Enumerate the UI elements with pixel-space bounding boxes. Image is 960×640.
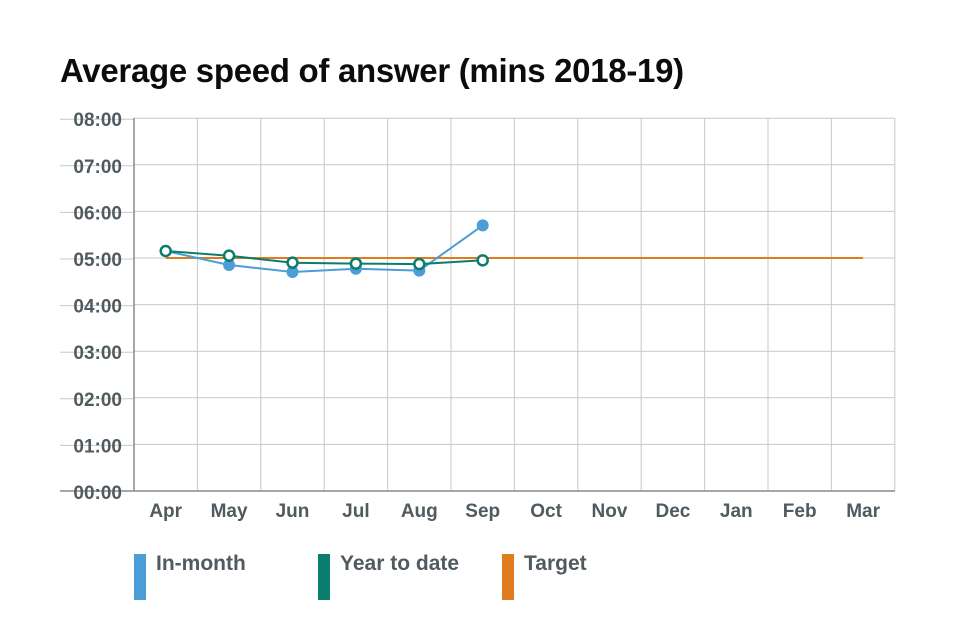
data-point [159, 244, 172, 258]
x-tick-label: Nov [592, 501, 628, 522]
data-point [222, 249, 236, 262]
y-axis-tick-labels: 00:00 01:00 02:00 03:00 04:00 05:00 06:00 07:00… [73, 110, 122, 504]
data-point [413, 257, 426, 271]
y-tick-label: 04:00 [73, 297, 122, 318]
x-tick-label: Mar [846, 501, 880, 522]
series-year-to-date [159, 244, 489, 271]
x-tick-label: May [211, 501, 248, 522]
x-tick-label: Apr [149, 501, 182, 522]
legend-label: Target [524, 552, 587, 575]
data-point [286, 256, 299, 269]
x-tick-label: Aug [401, 501, 438, 522]
y-tick-label: 00:00 [73, 483, 122, 504]
data-point [349, 257, 363, 270]
data-point [476, 254, 489, 267]
legend-swatch-target [502, 554, 514, 600]
legend-label: Year to date [340, 552, 460, 575]
x-tick-label: Jan [720, 501, 753, 522]
x-tick-label: Dec [655, 501, 690, 522]
legend-swatch-year-to-date [318, 554, 330, 600]
grid-lines [60, 117, 896, 491]
y-tick-label: 06:00 [73, 203, 122, 224]
x-tick-label: Oct [530, 501, 562, 522]
axes [60, 118, 895, 492]
series-line [165, 250, 483, 266]
x-tick-label: Feb [783, 501, 817, 522]
data-point [286, 265, 299, 278]
data-point [476, 219, 489, 232]
y-tick-label: 01:00 [73, 436, 122, 457]
series [159, 219, 864, 278]
legend-swatch-in-month [134, 554, 146, 600]
chart-legend: In-month Year to date Target [0, 552, 960, 608]
x-axis-tick-labels: Apr May Jun Jul Aug Sep Oct Nov Dec Jan Feb Mar [149, 501, 880, 522]
y-tick-label: 07:00 [73, 157, 122, 178]
chart-title: Average speed of answer (mins 2018-19) [60, 52, 684, 89]
y-tick-label: 08:00 [73, 110, 122, 131]
x-tick-label: Jul [342, 501, 369, 522]
y-tick-label: 02:00 [73, 390, 122, 411]
y-tick-label: 03:00 [73, 343, 122, 364]
data-point [223, 258, 236, 271]
x-tick-label: Jun [276, 501, 310, 522]
y-tick-label: 05:00 [73, 250, 122, 271]
x-tick-label: Sep [465, 501, 500, 522]
legend-label: In-month [156, 552, 246, 575]
line-chart: 00:00 01:00 02:00 03:00 04:00 05:00 06:00 07:00… [60, 110, 896, 522]
